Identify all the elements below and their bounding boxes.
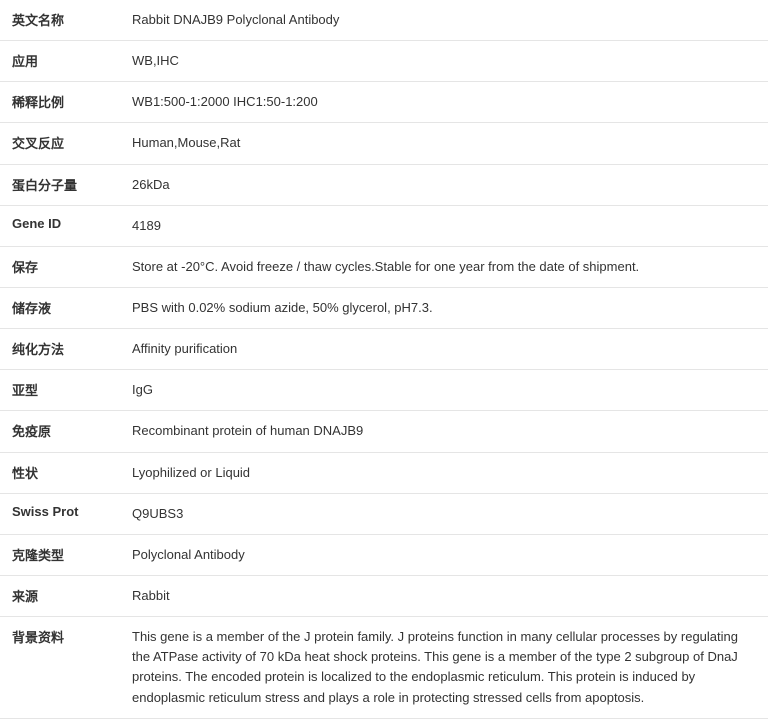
table-row: Swiss Prot Q9UBS3	[0, 494, 768, 535]
row-label: 蛋白分子量	[12, 175, 132, 194]
row-value: Recombinant protein of human DNAJB9	[132, 421, 756, 441]
row-value: Polyclonal Antibody	[132, 545, 756, 565]
row-value: Human,Mouse,Rat	[132, 133, 756, 153]
row-value: Rabbit DNAJB9 Polyclonal Antibody	[132, 10, 756, 30]
row-value: 26kDa	[132, 175, 756, 195]
row-label: 保存	[12, 257, 132, 276]
row-label: 储存液	[12, 298, 132, 317]
row-label: 交叉反应	[12, 133, 132, 152]
table-row: 克隆类型 Polyclonal Antibody	[0, 535, 768, 576]
table-row: 交叉反应 Human,Mouse,Rat	[0, 123, 768, 164]
table-row: 英文名称 Rabbit DNAJB9 Polyclonal Antibody	[0, 0, 768, 41]
row-label: 应用	[12, 51, 132, 70]
table-row: 储存液 PBS with 0.02% sodium azide, 50% gly…	[0, 288, 768, 329]
row-value: PBS with 0.02% sodium azide, 50% glycero…	[132, 298, 756, 318]
table-row: 纯化方法 Affinity purification	[0, 329, 768, 370]
row-label: Gene ID	[12, 216, 132, 231]
row-label: 亚型	[12, 380, 132, 399]
table-row: 免疫原 Recombinant protein of human DNAJB9	[0, 411, 768, 452]
row-value: Lyophilized or Liquid	[132, 463, 756, 483]
row-value: Q9UBS3	[132, 504, 756, 524]
table-row: 亚型 IgG	[0, 370, 768, 411]
table-row: 蛋白分子量 26kDa	[0, 165, 768, 206]
row-value: WB,IHC	[132, 51, 756, 71]
spec-table: 英文名称 Rabbit DNAJB9 Polyclonal Antibody 应…	[0, 0, 768, 719]
row-label: 免疫原	[12, 421, 132, 440]
row-value: 4189	[132, 216, 756, 236]
row-label: 稀释比例	[12, 92, 132, 111]
table-row: Gene ID 4189	[0, 206, 768, 247]
row-label: 克隆类型	[12, 545, 132, 564]
row-label: Swiss Prot	[12, 504, 132, 519]
row-label: 性状	[12, 463, 132, 482]
row-label: 纯化方法	[12, 339, 132, 358]
row-value: Affinity purification	[132, 339, 756, 359]
row-value: WB1:500-1:2000 IHC1:50-1:200	[132, 92, 756, 112]
table-row: 性状 Lyophilized or Liquid	[0, 453, 768, 494]
table-row: 稀释比例 WB1:500-1:2000 IHC1:50-1:200	[0, 82, 768, 123]
row-label: 来源	[12, 586, 132, 605]
row-label: 英文名称	[12, 10, 132, 29]
row-value: This gene is a member of the J protein f…	[132, 627, 756, 708]
table-row: 保存 Store at -20°C. Avoid freeze / thaw c…	[0, 247, 768, 288]
table-row: 应用 WB,IHC	[0, 41, 768, 82]
row-value: IgG	[132, 380, 756, 400]
row-value: Rabbit	[132, 586, 756, 606]
table-row: 背景资料 This gene is a member of the J prot…	[0, 617, 768, 719]
table-row: 来源 Rabbit	[0, 576, 768, 617]
row-value: Store at -20°C. Avoid freeze / thaw cycl…	[132, 257, 756, 277]
